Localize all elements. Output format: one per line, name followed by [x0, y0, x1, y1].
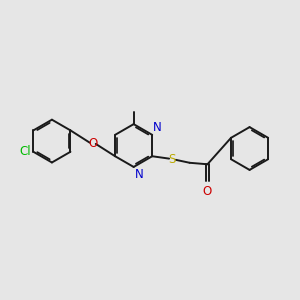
Text: S: S — [169, 153, 176, 166]
Text: Cl: Cl — [20, 145, 31, 158]
Text: O: O — [203, 185, 212, 198]
Text: O: O — [88, 137, 98, 150]
Text: N: N — [135, 168, 144, 181]
Text: N: N — [153, 121, 162, 134]
